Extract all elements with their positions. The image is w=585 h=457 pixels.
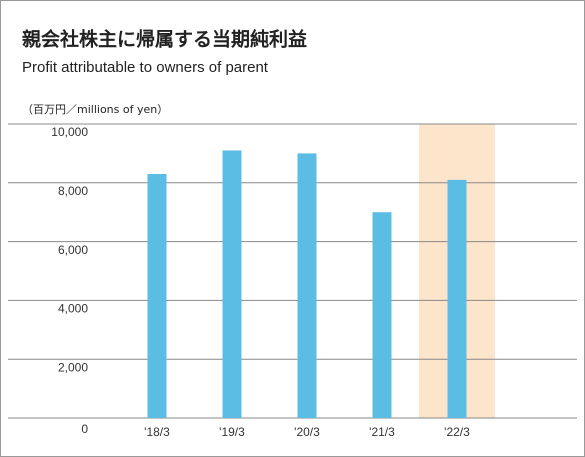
y-tick-label: 0 bbox=[81, 422, 88, 436]
y-tick-label: 4,000 bbox=[58, 302, 88, 316]
chart-subtitle: Profit attributable to owners of parent bbox=[22, 59, 269, 76]
y-tick-label: 2,000 bbox=[58, 360, 88, 374]
x-tick-label: '22/3 bbox=[444, 425, 470, 439]
bar bbox=[447, 179, 467, 418]
bar bbox=[372, 212, 392, 418]
chart-title: 親会社株主に帰属する当期純利益 bbox=[22, 28, 307, 51]
x-tick-label: '20/3 bbox=[294, 425, 320, 439]
y-tick-label: 8,000 bbox=[58, 184, 88, 198]
x-tick-label: '19/3 bbox=[219, 425, 245, 439]
bar bbox=[147, 173, 167, 418]
bar bbox=[222, 150, 242, 418]
bar bbox=[297, 153, 317, 418]
y-tick-label: 6,000 bbox=[58, 243, 88, 257]
unit-label: （百万円／millions of yen） bbox=[22, 103, 168, 116]
x-tick-label: '21/3 bbox=[369, 425, 395, 439]
x-tick-label: '18/3 bbox=[144, 425, 170, 439]
y-tick-label: 10,000 bbox=[51, 125, 88, 139]
